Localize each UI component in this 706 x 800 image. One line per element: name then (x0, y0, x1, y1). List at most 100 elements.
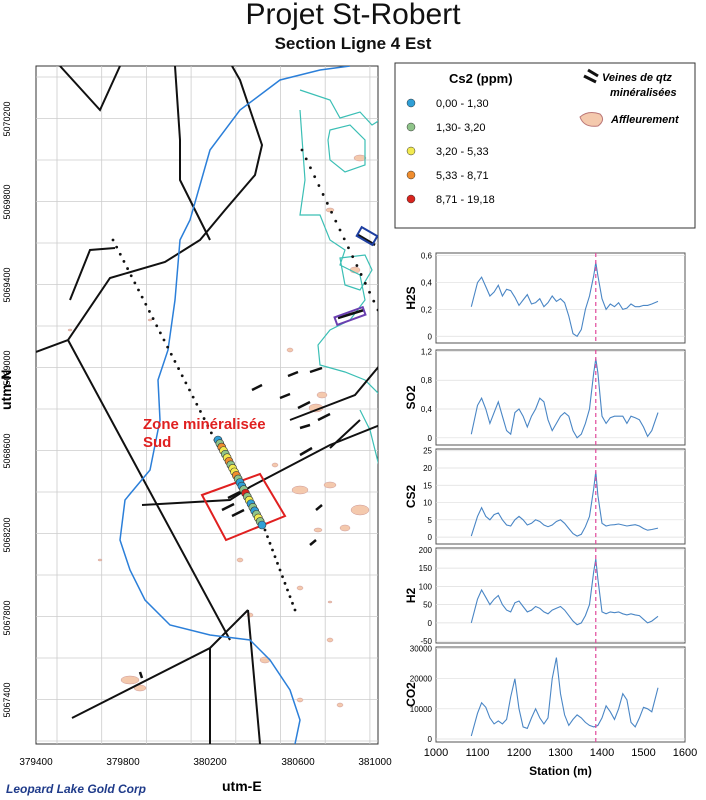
legend-swatch (406, 98, 416, 108)
survey-dot (288, 595, 292, 599)
page-title: Projet St-Robert (245, 0, 461, 31)
outcrop (296, 697, 304, 703)
outcrop (147, 318, 153, 322)
outcrop (339, 524, 351, 532)
chart-y-tick: 50 (423, 601, 432, 610)
chart-y-tick: 25 (423, 447, 432, 456)
outcrop (291, 485, 309, 495)
chart-series-line (470, 558, 659, 626)
survey-dot (206, 424, 210, 428)
chart-y-tick: 0 (428, 619, 433, 628)
chart-panel-frame (435, 349, 686, 446)
zone-label-line2: Sud (143, 434, 171, 451)
quartz-vein-marks (138, 233, 376, 679)
survey-dot (317, 184, 321, 187)
map-tick-labels: 379400 379800 380200 380600 381000 5070200 506… (2, 101, 392, 768)
survey-dot (359, 273, 363, 276)
map-grid (36, 66, 378, 744)
map-y-tick: 5067800 (2, 600, 12, 635)
chart-y-tick: 150 (419, 564, 433, 573)
chart-panel-label: CS2 (404, 485, 418, 509)
survey-dot (263, 528, 267, 532)
company-name: Leopard Lake Gold Corp (6, 782, 147, 796)
survey-dot (199, 410, 202, 413)
chart-y-tick: 100 (419, 582, 433, 591)
chart-x-tick: 1500 (631, 747, 655, 759)
survey-dot (188, 388, 191, 392)
survey-dot (155, 324, 159, 328)
map-y-tick: 5069800 (2, 184, 12, 219)
survey-dot (300, 148, 304, 152)
map-x-tick: 381000 (358, 757, 392, 768)
chart-y-tick: 20 (423, 464, 432, 473)
chart-y-tick: 10000 (410, 705, 433, 714)
survey-dot (351, 255, 355, 259)
survey-dot (338, 228, 342, 232)
vein-box-2 (333, 305, 367, 327)
outcrop (133, 684, 147, 692)
survey-line-dots (111, 148, 378, 612)
survey-dot (115, 245, 119, 249)
veins-label-1: Veines de qtz (602, 72, 672, 84)
survey-dot (111, 238, 115, 242)
outcrop (97, 558, 103, 562)
chart-x-tick: 1200 (507, 747, 531, 759)
survey-dot (126, 267, 129, 270)
chart-x-label: Station (m) (529, 764, 592, 778)
veins-label-2: minéralisées (610, 87, 677, 99)
survey-dot (266, 535, 269, 539)
map-y-tick: 5068200 (2, 517, 12, 552)
map-y-tick: 5068600 (2, 433, 12, 468)
survey-dot (281, 575, 284, 579)
map-y-tick: 5070200 (2, 101, 12, 136)
map-y-tick: 5069400 (2, 267, 12, 302)
survey-dot (129, 274, 133, 278)
river-line (119, 66, 351, 744)
survey-dot (118, 252, 122, 256)
legend-label: 8,71 - 19,18 (436, 194, 495, 206)
chart-y-tick: 0 (428, 735, 433, 744)
chart-panel-label: H2 (404, 588, 418, 604)
map-x-tick: 379800 (106, 757, 140, 768)
chart-panel-label: CO2 (404, 682, 418, 707)
survey-dot (276, 561, 279, 565)
chart-x-tick: 1600 (673, 747, 697, 759)
map-x-tick: 380600 (281, 757, 315, 768)
sample-points (213, 435, 267, 530)
chart-y-tick: 0,4 (421, 279, 433, 288)
outcrop (326, 637, 334, 643)
geochem-chart: 0,60,40,20H2S1,20,80,40SO22520151050CS22… (404, 252, 697, 778)
chart-series-line (470, 657, 659, 737)
chart-panel-label: H2S (404, 286, 418, 309)
survey-dot (330, 210, 333, 214)
outcrop (316, 391, 328, 399)
survey-dot (347, 246, 350, 250)
survey-dot (191, 395, 195, 399)
legend-box (394, 62, 696, 229)
survey-dot (278, 568, 282, 572)
outcrop (336, 702, 344, 708)
outcrop (286, 347, 294, 353)
outcrop-label: Affleurement (610, 114, 680, 126)
outcrop (353, 154, 367, 162)
chart-y-tick: 0 (428, 434, 433, 443)
survey-dot (137, 288, 140, 292)
survey-dot (162, 338, 166, 342)
survey-dot (355, 264, 359, 267)
chart-panel-label: SO2 (404, 385, 418, 409)
chart-y-tick: 30000 (410, 645, 433, 654)
survey-dot (273, 555, 277, 559)
map-y-tick: 5069000 (2, 350, 12, 385)
chart-y-tick: 20000 (410, 675, 433, 684)
survey-dot (166, 345, 170, 349)
survey-dot (158, 331, 162, 335)
survey-dot (148, 310, 151, 313)
chart-y-tick: 1,2 (421, 347, 433, 356)
survey-dot (376, 308, 378, 312)
survey-dot (313, 175, 317, 179)
sample-point (257, 520, 267, 530)
legend-label: 1,30- 3,20 (436, 122, 486, 134)
legend-label: 0,00 - 1,30 (436, 98, 489, 110)
legend-swatch (406, 194, 416, 204)
vein-legend-symbol (583, 74, 597, 84)
